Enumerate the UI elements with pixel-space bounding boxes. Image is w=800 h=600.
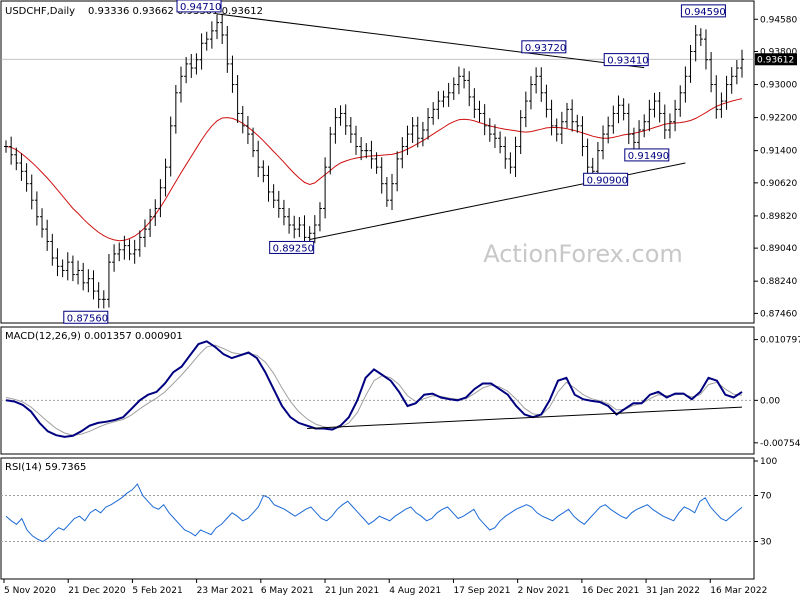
- price-y-tick-label: 0.94580: [760, 15, 797, 25]
- current-price-tag: [755, 53, 797, 66]
- price-annotation-box: [583, 172, 629, 186]
- macd-signal-line: [5, 344, 743, 436]
- rsi-title: RSI(14) 59.7365: [5, 462, 86, 473]
- price-annotation-box: [680, 4, 726, 18]
- rsi-y-tick-label: 70: [760, 492, 772, 502]
- rsi-level-lines: [1, 495, 754, 542]
- chart-header-symbol: USDCHF,Daily: [5, 6, 75, 17]
- price-y-tick-label: 0.87460: [760, 309, 797, 319]
- current-price-label: 0.93612: [757, 55, 794, 65]
- price-y-tick-label: 0.92200: [760, 114, 797, 124]
- rsi-y-tick-label: 30: [760, 538, 772, 548]
- price-y-axis: 0.94580 0.93800 0.93000 0.92200 0.91400 0.906…: [754, 15, 797, 319]
- price-y-tick-label: 0.93000: [760, 81, 797, 91]
- x-tick-label: 16 Mar 2022: [710, 586, 767, 596]
- rsi-series: [5, 483, 743, 543]
- x-tick-label: 17 Sep 2021: [453, 586, 510, 596]
- rsi-y-tick-label: 100: [760, 457, 777, 467]
- macd-y-tick-label: 0.00: [760, 396, 780, 406]
- price-y-tick-label: 0.89040: [760, 244, 797, 254]
- price-annotation-label: 0.87560: [67, 313, 108, 324]
- rsi-y-axis: 100 70 30: [754, 457, 777, 548]
- price-annotation-box: [624, 148, 670, 162]
- price-annotation-box: [63, 310, 109, 324]
- price-annotation-label: 0.93410: [607, 56, 648, 67]
- macd-panel: MACD(12,26,9) 0.001357 0.000901 0.010797…: [0, 326, 800, 455]
- price-y-tick-label: 0.93800: [760, 48, 797, 58]
- x-tick-label: 2 Nov 2021: [518, 586, 570, 596]
- x-tick-label: 5 Nov 2020: [4, 586, 56, 596]
- price-y-tick-label: 0.89820: [760, 212, 797, 222]
- price-annotation-label: 0.91490: [628, 151, 669, 162]
- x-tick-label: 21 Jun 2021: [325, 586, 379, 596]
- price-panel: ActionForex.com USDCHF,Daily 0.93336 0.9…: [0, 0, 797, 324]
- price-annotations: 0.94710 0.87560 0.89250 0.93720 0.93410 0.909…: [63, 0, 726, 324]
- x-tick-label: 23 Mar 2021: [197, 586, 254, 596]
- x-tick-label: 4 Aug 2021: [389, 586, 441, 596]
- x-tick-label: 31 Jan 2022: [646, 586, 700, 596]
- x-tick-label: 21 Dec 2020: [68, 586, 126, 596]
- price-annotation-box: [176, 0, 222, 13]
- price-y-tick-label: 0.90620: [760, 179, 797, 189]
- price-trendline: [216, 13, 645, 69]
- rsi-panel: RSI(14) 59.7365 100 70 30: [0, 457, 777, 580]
- price-annotation-label: 0.90900: [587, 175, 628, 186]
- moving-average-line: [5, 98, 743, 242]
- x-tick-label: 5 Feb 2021: [132, 586, 182, 596]
- price-annotation-label: 0.93720: [525, 43, 566, 54]
- price-y-tick-label: 0.91400: [760, 147, 797, 157]
- x-tick-label: 16 Dec 2021: [582, 586, 640, 596]
- price-annotation-label: 0.94590: [684, 7, 725, 18]
- macd-title: MACD(12,26,9) 0.001357 0.000901: [5, 331, 183, 342]
- moving-average-series: [5, 98, 743, 242]
- macd-main-line: [5, 340, 743, 438]
- price-annotation-label: 0.94710: [180, 2, 221, 13]
- rsi-line-path: [5, 483, 743, 543]
- macd-series: [5, 340, 743, 438]
- price-y-tick-label: 0.88240: [760, 277, 797, 287]
- chart-header-ohlc: 0.93336 0.93662 0.93301 0.93612: [88, 6, 263, 17]
- price-watermark: ActionForex.com: [483, 240, 683, 268]
- price-annotation-box: [269, 240, 315, 254]
- price-annotation-box: [521, 40, 567, 54]
- macd-y-axis: 0.010797 0.00 -0.007548: [754, 336, 800, 449]
- time-x-axis: 5 Nov 2020 21 Dec 2020 5 Feb 2021 23 Mar 20…: [3, 579, 767, 596]
- price-annotation-label: 0.89250: [273, 243, 314, 254]
- price-annotation-box: [603, 53, 649, 67]
- macd-trendline: [307, 406, 743, 429]
- price-bar-series: [4, 13, 744, 309]
- macd-y-tick-label: 0.010797: [760, 336, 800, 346]
- macd-y-tick-label: -0.007548: [760, 439, 800, 449]
- x-tick-label: 6 May 2021: [261, 586, 314, 596]
